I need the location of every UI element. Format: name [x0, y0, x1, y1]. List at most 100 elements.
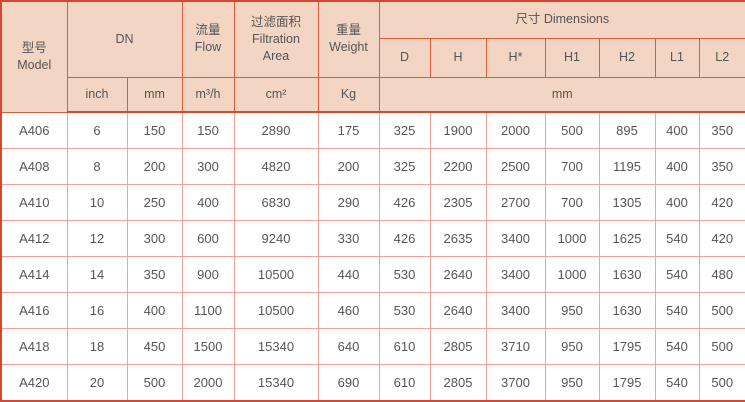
dim-d-cell: 325 [378, 147, 431, 185]
dn-mm-cell: 400 [126, 292, 183, 330]
flow-cell: 1500 [181, 328, 235, 366]
dim-d-cell: 610 [378, 364, 431, 402]
dim-l1-cell: 540 [654, 219, 700, 258]
dim-h-cell: 2805 [429, 364, 487, 402]
header-dim-hstar: H* [485, 37, 546, 78]
dim-h2-cell: 895 [598, 111, 656, 149]
dim-h-cell: 2805 [429, 328, 487, 366]
header-dim-l2: L2 [698, 37, 745, 78]
dim-hstar-cell: 2500 [485, 147, 546, 185]
dn-mm-cell: 450 [126, 328, 183, 366]
dn-inch-cell: 6 [66, 111, 128, 149]
dim-h2-cell: 1630 [598, 255, 656, 294]
filtration-area-cell: 15340 [233, 364, 319, 402]
dim-hstar-cell: 3710 [485, 328, 546, 366]
dim-hstar-cell: 2000 [485, 111, 546, 149]
dn-mm-cell: 200 [126, 147, 183, 185]
dim-h2-cell: 1625 [598, 219, 656, 258]
header-flow-zh: 流量 [195, 23, 221, 38]
dn-mm-cell: 500 [126, 364, 183, 402]
unit-flow: m³/h [181, 76, 235, 113]
dn-mm-cell: 350 [126, 255, 183, 294]
dim-d-cell: 610 [378, 328, 431, 366]
flow-cell: 400 [181, 183, 235, 221]
flow-cell: 300 [181, 147, 235, 185]
weight-cell: 200 [317, 147, 380, 185]
header-flow-en: Flow [194, 40, 222, 55]
header-row-1: 型号 Model DN 流量 Flow 过滤面积 Filtration Area… [0, 0, 745, 113]
weight-cell: 440 [317, 255, 380, 294]
dim-h-cell: 2305 [429, 183, 487, 221]
dn-inch-cell: 10 [66, 183, 128, 221]
dim-h1-cell: 700 [544, 183, 600, 221]
dim-h1-cell: 700 [544, 147, 600, 185]
header-row-2: D H H* H1 H2 L1 L2 [1, 37, 745, 78]
dim-h2-cell: 1630 [598, 292, 656, 330]
dn-mm-cell: 150 [126, 111, 183, 149]
dn-inch-cell: 12 [66, 219, 128, 258]
dn-mm-cell: 300 [126, 219, 183, 258]
weight-cell: 330 [317, 219, 380, 258]
dim-hstar-cell: 3400 [485, 219, 546, 258]
header-filtration-en1: Filtration [252, 31, 300, 46]
header-model-zh: 型号 [21, 40, 47, 55]
table-row: A410 10 250 400 6830 290 426 2305 2700 700 1305 400… [0, 183, 745, 221]
table-row: A408 8 200 300 4820 200 325 2200 2500 700 1195 400 3… [0, 147, 745, 185]
header-weight: 重量 Weight [317, 0, 380, 78]
header-dim-h1: H1 [544, 37, 600, 78]
header-filtration-zh: 过滤面积 [250, 14, 301, 29]
table-row: A406 6 150 150 2890 175 325 1900 2000 500 895 400 35… [0, 111, 745, 149]
header-weight-zh: 重量 [335, 23, 361, 38]
header-dim-d: D [378, 37, 431, 78]
dim-hstar-cell: 2700 [485, 183, 546, 221]
dim-h1-cell: 950 [544, 292, 600, 330]
dim-d-cell: 426 [378, 183, 431, 221]
flow-cell: 900 [181, 255, 235, 294]
header-dn: DN [66, 0, 183, 78]
dim-l1-cell: 400 [654, 183, 700, 221]
dn-mm-cell: 250 [126, 183, 183, 221]
dim-l1-cell: 540 [654, 255, 700, 294]
model-cell: A416 [0, 292, 68, 330]
dn-inch-cell: 16 [66, 292, 128, 330]
unit-area: cm² [233, 76, 319, 113]
dim-l2-cell: 500 [698, 292, 745, 330]
dim-h-cell: 2635 [429, 219, 487, 258]
unit-mm: mm [126, 76, 183, 113]
dim-h-cell: 2200 [429, 147, 487, 185]
header-dim-l1: L1 [654, 37, 700, 78]
dim-hstar-cell: 3400 [485, 292, 546, 330]
filtration-area-cell: 15340 [233, 328, 319, 366]
model-cell: A408 [0, 147, 68, 185]
dim-h2-cell: 1305 [598, 183, 656, 221]
filtration-area-cell: 2890 [233, 111, 319, 149]
dim-l1-cell: 400 [654, 147, 700, 185]
dim-h1-cell: 950 [544, 364, 600, 402]
dim-d-cell: 325 [378, 111, 431, 149]
table-row: A420 20 500 2000 15340 690 610 2805 3700 950 1795 5… [0, 364, 745, 402]
flow-cell: 1100 [181, 292, 235, 330]
model-cell: A406 [0, 111, 68, 149]
dim-h1-cell: 950 [544, 328, 600, 366]
weight-cell: 640 [317, 328, 380, 366]
flow-cell: 150 [181, 111, 235, 149]
dim-d-cell: 426 [378, 219, 431, 258]
dim-hstar-cell: 3700 [485, 364, 546, 402]
dn-inch-cell: 20 [66, 364, 128, 402]
table-row: A416 16 400 1100 10500 460 530 2640 3400 950 1630 5… [0, 292, 745, 330]
header-model: 型号 Model [0, 0, 68, 113]
header-flow: 流量 Flow [181, 0, 235, 78]
model-cell: A420 [0, 364, 68, 402]
dim-l2-cell: 350 [698, 147, 745, 185]
weight-cell: 175 [317, 111, 380, 149]
header-row-units: inch mm m³/h cm² Kg mm [1, 76, 745, 113]
header-filtration-en2: Area [262, 48, 290, 63]
dn-inch-cell: 14 [66, 255, 128, 294]
dim-h2-cell: 1795 [598, 328, 656, 366]
dim-l1-cell: 540 [654, 328, 700, 366]
dim-l1-cell: 540 [654, 364, 700, 402]
dim-h-cell: 2640 [429, 292, 487, 330]
flow-cell: 2000 [181, 364, 235, 402]
header-filtration-area: 过滤面积 Filtration Area [233, 0, 319, 78]
